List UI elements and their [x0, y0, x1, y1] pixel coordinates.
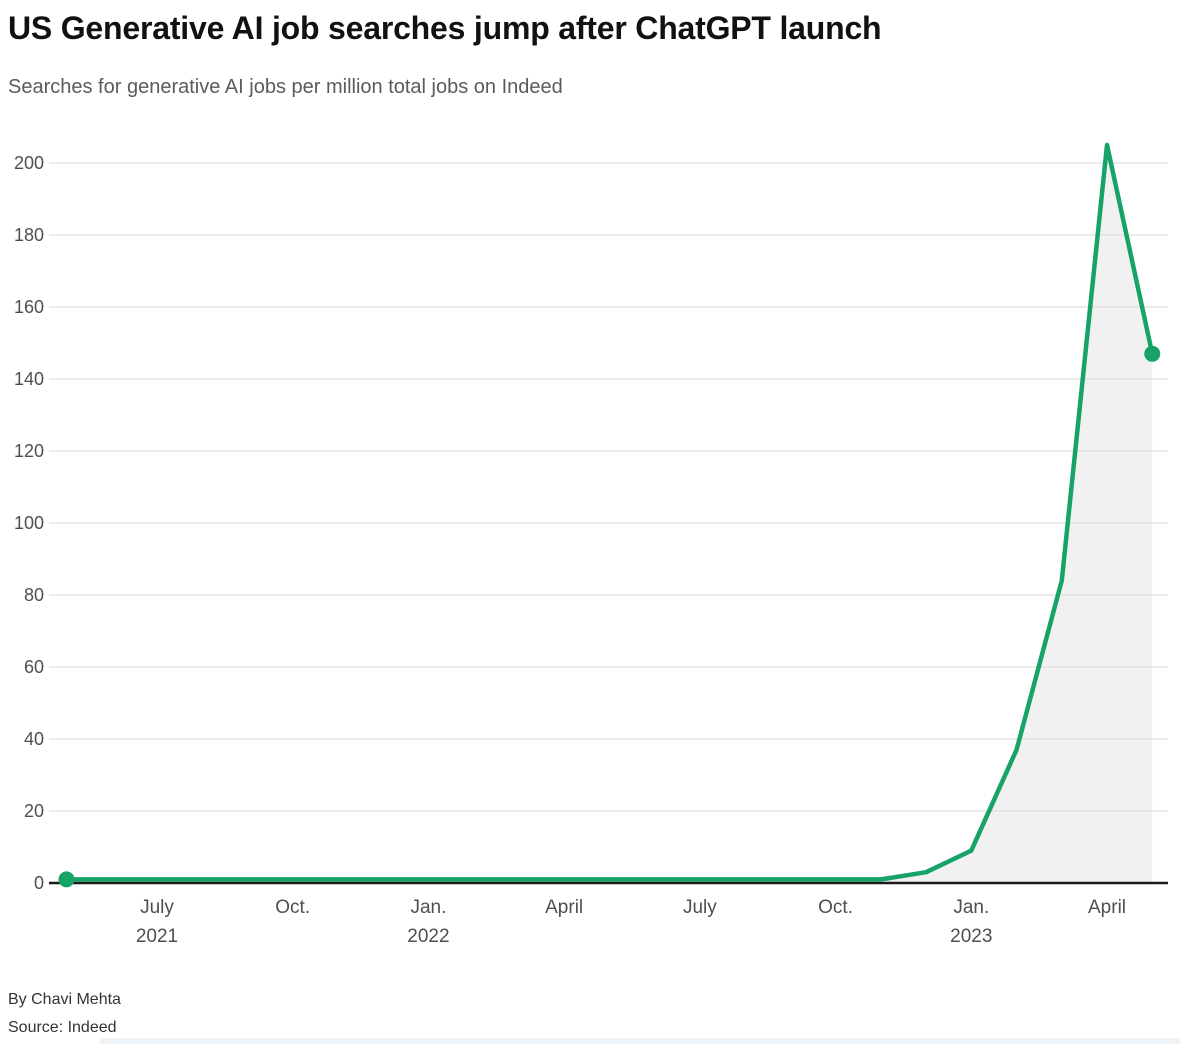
y-tick-label: 0 [34, 873, 44, 893]
byline: By Chavi Mehta [8, 991, 121, 1008]
y-tick-label: 20 [24, 801, 44, 821]
x-tick-label: Jan. [410, 897, 446, 918]
y-tick-label: 140 [14, 369, 44, 389]
chart-subtitle: Searches for generative AI jobs per mill… [8, 76, 563, 98]
source-credit: Source: Indeed [8, 1019, 117, 1036]
x-tick-label: April [545, 897, 583, 918]
y-tick-label: 100 [14, 513, 44, 533]
y-tick-label: 200 [14, 153, 44, 173]
y-tick-label: 60 [24, 657, 44, 677]
x-tick-label: Oct. [275, 897, 310, 918]
x-tick-label: April [1088, 897, 1126, 918]
data-point-marker-first [58, 871, 75, 888]
series-area [66, 145, 1153, 883]
data-point-marker-last [1144, 345, 1161, 362]
x-tick-year-label: 2021 [136, 926, 178, 947]
x-tick-year-label: 2022 [407, 926, 449, 947]
x-tick-label: July [683, 897, 717, 918]
bottom-strip [100, 1038, 1180, 1044]
x-tick-year-label: 2023 [950, 926, 992, 947]
y-tick-label: 40 [24, 729, 44, 749]
series-line [64, 142, 1155, 882]
chart-footer: By Chavi Mehta Source: Indeed [8, 986, 121, 1042]
chart-title: US Generative AI job searches jump after… [8, 10, 882, 46]
x-tick-label: July [140, 897, 174, 918]
x-tick-label: Jan. [953, 897, 989, 918]
y-tick-label: 180 [14, 225, 44, 245]
y-tick-label: 120 [14, 441, 44, 461]
y-tick-label: 80 [24, 585, 44, 605]
y-tick-label: 160 [14, 297, 44, 317]
x-tick-label: Oct. [818, 897, 853, 918]
